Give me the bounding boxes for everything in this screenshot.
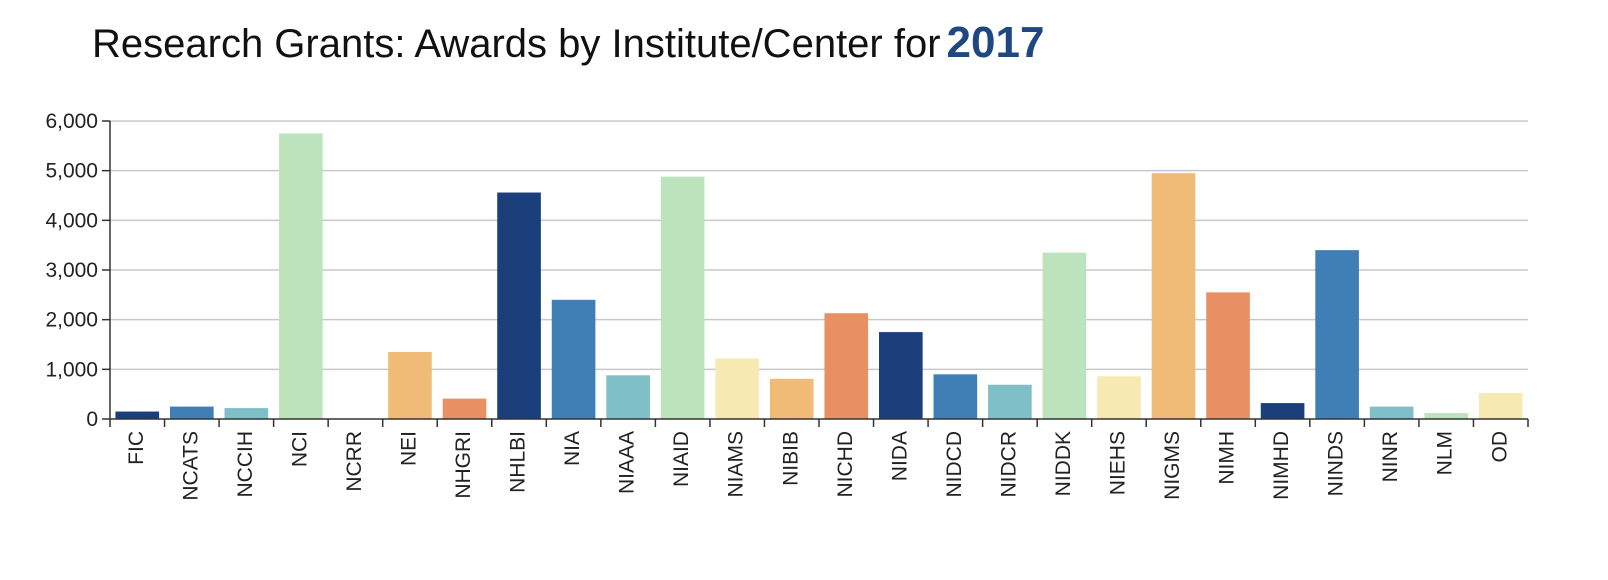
chart-title-text: Research Grants: Awards by Institute/Cen… [92,22,941,66]
y-tick-label: 5,000 [45,160,98,183]
x-tick-label: NCRR [343,431,366,492]
bar-niaid[interactable] [660,176,705,419]
x-tick-label: NCATS [179,431,202,501]
bar-ncats[interactable] [169,406,214,419]
x-tick-label: NHGRI [452,431,475,499]
chart-title-year: 2017 [946,18,1045,67]
bar-niaaa[interactable] [606,375,650,419]
y-tick-label: 1,000 [45,358,98,381]
bar-nccih[interactable] [224,408,269,419]
bars [115,133,1523,419]
x-tick-label: NIMHD [1270,431,1293,500]
x-tick-label: NIAMS [725,431,748,498]
bar-ninr[interactable] [1369,406,1414,419]
x-tick-label: NINR [1379,431,1402,482]
y-tick-label: 6,000 [45,110,98,133]
bar-nida[interactable] [878,332,923,419]
bar-nidcr[interactable] [988,384,1032,419]
bar-ninds[interactable] [1315,250,1359,419]
x-tick-label: NIDA [888,431,911,481]
y-tick-label: 2,000 [45,309,98,332]
grid-lines [110,120,1528,371]
bar-niehs[interactable] [1097,376,1141,419]
bar-nigms[interactable] [1151,173,1196,419]
y-tick-label: 4,000 [45,209,98,232]
x-tick-label: NEI [398,431,421,466]
x-tick-label: NCI [288,431,311,467]
bar-nibib[interactable] [769,378,814,419]
bar-od[interactable] [1478,393,1523,419]
bar-nei[interactable] [388,351,432,419]
bar-nhgri[interactable] [442,398,487,419]
x-tick-label: FIC [125,431,148,465]
x-tick-label: NIDCR [997,431,1020,498]
y-axis: 0 1,000 2,000 3,000 4,000 5,000 6,000 [45,110,111,431]
bar-nimhd[interactable] [1260,403,1305,419]
bar-nichd[interactable] [824,313,869,419]
x-tick-label: NIBIB [779,431,802,486]
bar-nidcd[interactable] [933,374,978,419]
bar-niddk[interactable] [1042,252,1087,419]
x-tick-label: NIEHS [1107,431,1130,495]
x-axis: FIC NCATS NCCIH NCI NCRR NEI NHGRI NHLBI NIA NIAA… [109,418,1529,501]
x-tick-label: NLM [1434,431,1457,475]
x-tick-label: NIA [561,431,584,466]
x-tick-label: NIDDK [1052,431,1075,496]
bar-nia[interactable] [551,299,596,419]
chart-title: Research Grants: Awards by Institute/Cen… [92,18,1044,68]
bar-nhlbi[interactable] [497,192,541,419]
x-tick-label: NIAAA [616,431,639,494]
bar-nlm[interactable] [1424,413,1469,419]
x-tick-label: NIDCD [943,431,966,498]
bar-fic[interactable] [115,411,160,419]
x-tick-label: NINDS [1325,431,1348,496]
bar-nimh[interactable] [1206,292,1250,419]
bar-nci[interactable] [279,133,323,419]
x-tick-label: NICHD [834,431,857,498]
x-tick-label: NIAID [670,431,693,487]
x-tick-label: OD [1488,431,1511,463]
x-tick-label: NIMH [1216,431,1239,485]
y-tick-label: 0 [86,408,98,431]
x-tick-label: NCCIH [234,431,257,498]
y-tick-label: 3,000 [45,259,98,282]
x-tick-label: NIGMS [1161,431,1184,500]
x-tick-label: NHLBI [507,431,530,493]
bar-niams[interactable] [715,358,760,419]
